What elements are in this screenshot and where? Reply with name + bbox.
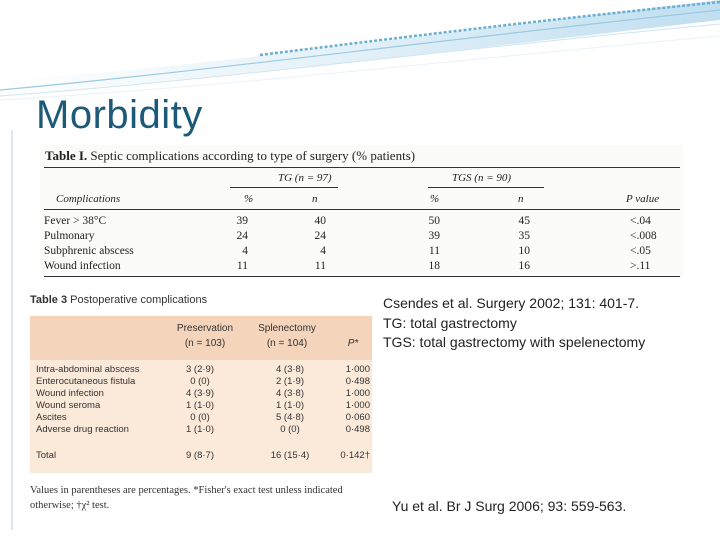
table1-col-pvalue: P value — [626, 193, 660, 205]
table-row: Enterocutaneous fistula 0 (0) 2 (1·9) 0·498 — [36, 376, 370, 387]
citation-yu: Yu et al. Br J Surg 2006; 93: 559-563. — [392, 498, 627, 514]
table3-footnote: Values in parentheses are percentages. *… — [30, 485, 343, 511]
table3-total-row: Total 9 (8·7) 16 (15·4) 0·142† — [36, 450, 370, 461]
table1-header-rule — [44, 209, 680, 210]
table3-col-preservation: Preservation — [176, 323, 234, 334]
table1-bottom-rule — [44, 276, 680, 277]
table-row: Ascites 0 (0) 5 (4·8) 0·060 — [36, 412, 370, 423]
slide-header-decoration — [0, 0, 720, 101]
table3-col-p: P* — [347, 338, 359, 349]
table-row: Pulmonary 24 24 39 35 <.008 — [44, 230, 657, 242]
table3-col-preservation-n: (n = 103) — [184, 338, 226, 349]
table1-caption: Table I. Septic complications according … — [45, 148, 416, 163]
table-row: Wound infection 4 (3·9) 4 (3·8) 1·000 — [36, 388, 370, 399]
table3-col-splenectomy: Splenectomy — [258, 323, 316, 334]
table3-col-splenectomy-n: (n = 104) — [266, 338, 308, 349]
table3-header: Preservation (n = 103) Splenectomy (n = … — [30, 316, 372, 360]
table-row: Wound infection 11 11 18 16 >.11 — [44, 260, 651, 272]
table1-top-rule — [44, 167, 680, 168]
citation-csendes: Csendes et al. Surgery 2002; 131: 401-7.… — [383, 295, 646, 350]
slide-title: Morbidity — [36, 93, 203, 137]
table-row: Subphrenic abscess 4 4 11 10 <.05 — [44, 245, 651, 257]
table1-tgs-rule — [428, 187, 544, 188]
table3-body: Intra-abdominal abscess 3 (2·9) 4 (3·8) 1·0… — [30, 360, 372, 473]
table1-col-tgs-n: n — [518, 193, 524, 205]
table1-group-tgs: TGS (n = 90) — [452, 172, 512, 184]
table1-col-tgs-pct: % — [430, 193, 440, 205]
table1-col-tg-pct: % — [244, 193, 254, 205]
table-row: Intra-abdominal abscess 3 (2·9) 4 (3·8) 1·0… — [36, 364, 370, 375]
table1-group-tg: TG (n = 97) — [278, 172, 332, 184]
table-row: Wound seroma 1 (1·0) 1 (1·0) 1·000 — [36, 400, 370, 411]
table1-col-tg-n: n — [312, 193, 318, 205]
table1-tg-rule — [230, 187, 338, 188]
slide-left-rule — [11, 130, 13, 530]
table-septic-complications: Table I. Septic complications according … — [40, 145, 683, 278]
table-row: Fever > 38°C 39 40 50 45 <.04 — [44, 215, 651, 227]
table-row: Adverse drug reaction 1 (1·0) 0 (0) 0·498 — [36, 424, 370, 435]
table-postoperative-complications: Table 3 Postoperative complications Pres… — [30, 290, 375, 515]
table3-caption: Table 3 Postoperative complications — [30, 294, 208, 306]
table1-col-complications: Complications — [56, 193, 121, 205]
